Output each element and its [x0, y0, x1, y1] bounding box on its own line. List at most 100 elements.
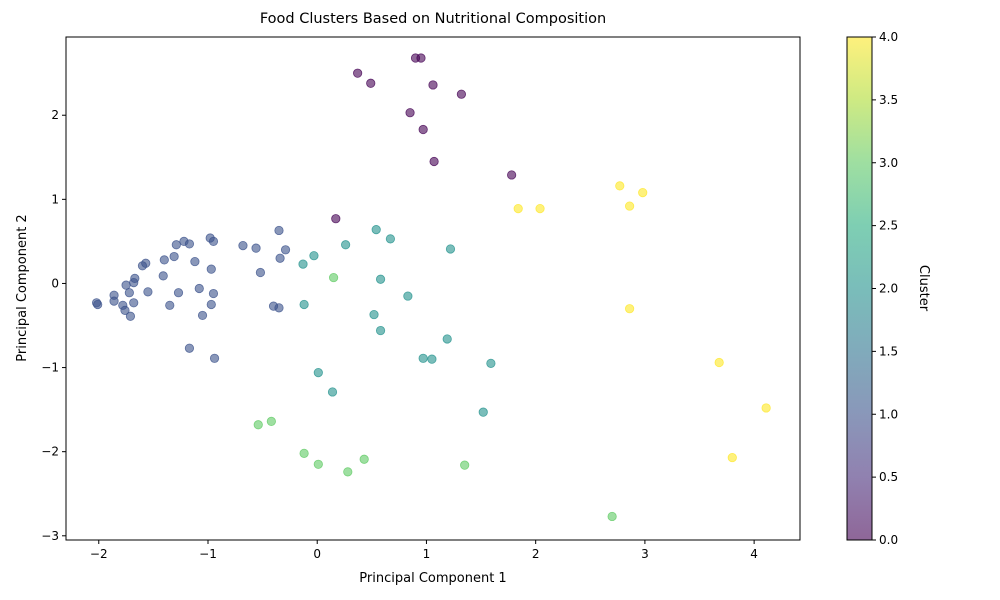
data-point: [141, 258, 151, 268]
y-axis-ticks: −3 −2 −1 0 1 2: [41, 108, 66, 543]
data-point: [761, 403, 771, 413]
data-point: [328, 272, 339, 283]
data-point: [274, 303, 284, 313]
x-tick-label: 0: [313, 547, 321, 561]
data-point: [385, 234, 395, 244]
data-point: [343, 467, 353, 477]
data-point: [194, 283, 204, 294]
colorbar-label: Cluster: [916, 265, 931, 312]
data-point: [427, 354, 437, 364]
data-point: [429, 156, 439, 167]
x-tick-label: 2: [532, 547, 540, 561]
data-point: [184, 343, 195, 353]
data-point: [143, 287, 153, 297]
x-tick-label: 1: [423, 547, 431, 561]
data-point: [238, 241, 248, 251]
data-point: [197, 310, 208, 321]
data-point: [507, 170, 517, 180]
data-point: [607, 511, 617, 522]
data-point: [129, 298, 139, 308]
data-point: [615, 181, 625, 191]
colorbar-tick-label: 0.0: [879, 533, 898, 547]
data-point: [313, 459, 323, 469]
colorbar-tick-label: 3.5: [879, 93, 898, 107]
data-point: [299, 299, 309, 310]
data-point: [727, 452, 737, 463]
data-point: [253, 420, 263, 430]
x-tick-label: 3: [641, 547, 649, 561]
data-point: [428, 80, 438, 90]
data-point: [309, 251, 319, 261]
data-point: [403, 291, 413, 301]
data-point: [341, 240, 351, 250]
data-point: [298, 259, 308, 269]
x-axis-label: Principal Component 1: [359, 571, 506, 586]
data-point: [416, 53, 426, 63]
data-point: [206, 264, 216, 274]
data-point: [478, 407, 488, 417]
data-point: [120, 305, 130, 315]
data-point: [93, 299, 103, 310]
data-point: [375, 325, 386, 336]
data-point: [266, 416, 276, 426]
data-point: [130, 273, 140, 284]
data-point: [535, 203, 545, 214]
y-tick-label: −3: [41, 529, 59, 543]
colorbar-tick-label: 2.5: [879, 219, 898, 233]
data-point: [190, 256, 200, 267]
colorbar-tick-label: 4.0: [879, 30, 898, 44]
data-point: [513, 203, 523, 214]
data-point: [638, 188, 648, 198]
data-point: [255, 267, 266, 278]
data-point: [442, 334, 452, 344]
data-point: [299, 448, 309, 458]
data-point: [625, 304, 635, 314]
data-point: [159, 255, 169, 265]
data-point: [173, 288, 184, 298]
data-point: [274, 225, 284, 236]
y-tick-label: −2: [41, 445, 59, 459]
y-axis-label: Principal Component 2: [15, 214, 30, 361]
data-point: [366, 78, 376, 88]
x-tick-label: −1: [199, 547, 217, 561]
y-tick-label: 2: [51, 108, 59, 122]
data-point: [125, 311, 136, 321]
y-tick-label: −1: [41, 361, 59, 375]
data-point: [375, 274, 386, 284]
data-point: [109, 296, 119, 306]
data-point: [158, 271, 168, 281]
data-point: [371, 225, 381, 235]
x-tick-label: 4: [750, 547, 758, 561]
data-point: [405, 108, 415, 118]
chart-title: Food Clusters Based on Nutritional Compo…: [260, 11, 606, 27]
data-point: [124, 288, 134, 298]
data-point: [327, 387, 338, 397]
data-point: [165, 300, 175, 310]
y-tick-label: 1: [51, 192, 59, 206]
x-axis-ticks: −2 −1 0 1 2 3 4: [90, 540, 758, 561]
data-point: [208, 288, 219, 299]
data-point: [456, 89, 466, 99]
colorbar-tick-label: 3.0: [879, 156, 898, 170]
colorbar-tick-label: 1.5: [879, 344, 898, 358]
data-point: [313, 368, 323, 378]
data-point: [275, 253, 285, 263]
data-point: [209, 353, 220, 363]
data-point: [369, 309, 379, 320]
colorbar-ticks: 0.0 0.5 1.0 1.5 2.0 2.5 3.0 3.5 4.0: [872, 30, 898, 547]
colorbar-tick-label: 0.5: [879, 470, 898, 484]
data-point: [486, 358, 496, 368]
y-tick-label: 0: [51, 276, 59, 290]
data-point: [331, 214, 341, 224]
data-point: [121, 280, 131, 290]
data-point: [251, 243, 261, 253]
data-point: [359, 454, 369, 464]
data-point: [208, 236, 219, 246]
colorbar: [846, 36, 873, 541]
data-point: [418, 124, 428, 135]
x-tick-label: −2: [90, 547, 108, 561]
data-point: [625, 201, 635, 211]
data-point: [169, 251, 179, 262]
data-point: [280, 245, 291, 255]
